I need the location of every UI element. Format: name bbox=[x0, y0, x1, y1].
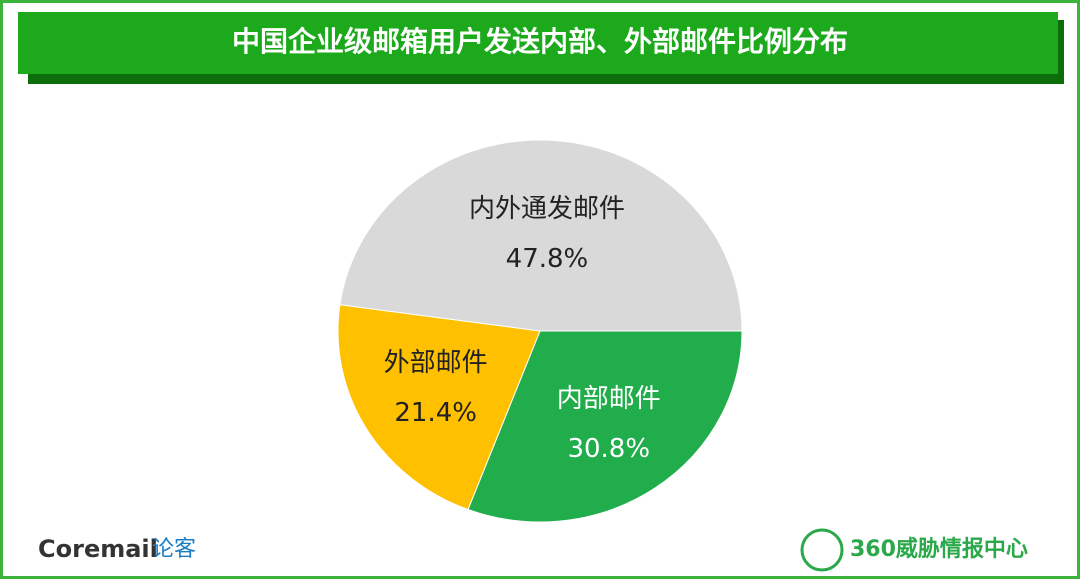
slice-label: 内部邮件 bbox=[557, 384, 661, 414]
slice-label: 内外通发邮件 bbox=[469, 194, 625, 224]
slice-label: 外部邮件 bbox=[384, 348, 488, 378]
pie-slice bbox=[339, 139, 743, 332]
pie: 内部邮件 30.8% 外部邮件 21.4% 内外通发邮件 47.8% bbox=[337, 139, 743, 523]
title-banner bbox=[18, 12, 1058, 74]
pie-slice bbox=[337, 304, 541, 511]
slice-value: 47.8% bbox=[506, 244, 589, 274]
logo-left: Coremail bbox=[38, 535, 158, 563]
logo-right: 360威胁情报中心 bbox=[850, 536, 1028, 562]
slice-value: 21.4% bbox=[394, 398, 477, 428]
pie-slice bbox=[467, 330, 743, 523]
slice-value: 30.8% bbox=[567, 434, 650, 464]
logo-emblem bbox=[800, 528, 844, 572]
logo-left-suffix: 论客 bbox=[152, 537, 196, 562]
chart-title: 中国企业级邮箱用户发送内部、外部邮件比例分布 bbox=[232, 25, 848, 58]
